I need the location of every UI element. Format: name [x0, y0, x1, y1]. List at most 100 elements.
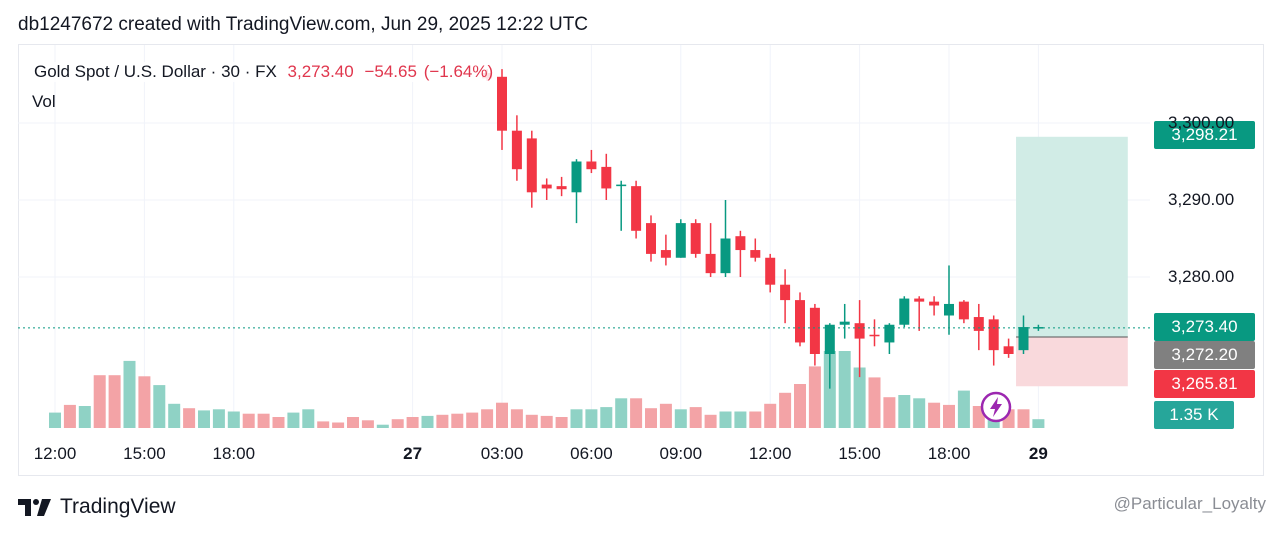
volume-bar — [376, 424, 389, 428]
volume-legend[interactable]: Vol — [32, 92, 56, 111]
candle-body — [705, 253, 716, 274]
volume-bar — [436, 414, 449, 428]
candle-body — [601, 166, 612, 189]
volume-bar — [1032, 419, 1045, 428]
symbol-legend[interactable]: Gold Spot / U.S. Dollar · 30 · FX 3,273.… — [32, 62, 496, 82]
time-axis-label: 09:00 — [659, 444, 703, 463]
chart-header: db1247672 created with TradingView.com, … — [18, 14, 589, 35]
volume-bar — [183, 408, 196, 428]
candle-body — [765, 257, 776, 285]
candle-body — [869, 334, 880, 337]
volume-bar — [123, 360, 136, 428]
candle-body — [854, 323, 865, 339]
volume-bar — [212, 409, 225, 428]
volume-bar — [49, 412, 61, 428]
volume-bar — [496, 402, 508, 428]
volume-bar — [406, 417, 419, 428]
candle-body — [675, 223, 686, 258]
candle-body — [616, 184, 627, 187]
time-axis-label: 06:00 — [570, 444, 613, 463]
volume-bar — [898, 395, 911, 428]
volume-bar — [764, 403, 777, 428]
time-axis-label: 18:00 — [212, 444, 256, 463]
take-profit-tag: 3,298.21 — [1154, 121, 1255, 149]
volume-bar — [302, 409, 315, 428]
candle-body — [809, 307, 820, 354]
volume-bar — [555, 417, 568, 428]
volume-bar — [198, 410, 210, 428]
candle-body — [497, 76, 507, 131]
volume-bar — [272, 417, 285, 428]
brand-name: TradingView — [60, 495, 176, 518]
time-axis-label: 12:00 — [748, 444, 792, 463]
stop-loss-tag: 3,265.81 — [1154, 370, 1255, 398]
volume-bar — [287, 412, 300, 428]
time-axis-label: 03:00 — [480, 444, 524, 463]
candle-body — [973, 317, 984, 331]
entry-price-tag: 3,272.20 — [1154, 341, 1255, 369]
time-axis-label: 29 — [1028, 444, 1048, 463]
candle-body — [958, 301, 969, 320]
volume-bar — [525, 414, 538, 428]
volume-bar — [734, 411, 747, 428]
volume-bar — [928, 402, 941, 428]
volume-bar — [108, 375, 121, 428]
candle-body — [1018, 327, 1029, 351]
volume-bar — [317, 421, 330, 428]
volume-bar — [1017, 409, 1030, 428]
candle-body — [795, 300, 805, 343]
time-axis-label: 15:00 — [838, 444, 881, 463]
change-pct-value: (−1.64%) — [423, 62, 494, 81]
candle-body — [824, 324, 835, 354]
candle-body — [571, 161, 582, 193]
volume-bar — [719, 411, 732, 428]
volume-bar — [421, 415, 434, 428]
candle-body — [541, 184, 552, 189]
volume-bar — [600, 407, 613, 428]
volume-bar — [838, 351, 851, 428]
symbol-label[interactable]: Gold Spot / U.S. Dollar · 30 · FX — [34, 62, 277, 81]
volume-bar — [481, 409, 494, 428]
volume-bar — [630, 398, 643, 428]
candle-body — [511, 130, 522, 170]
time-axis-label: 18:00 — [927, 444, 971, 463]
lightning-icon[interactable] — [980, 391, 1012, 423]
candle-body — [586, 161, 597, 170]
volume-bar — [883, 397, 896, 428]
candle-body — [735, 236, 746, 251]
volume-bar — [540, 415, 553, 428]
tradingview-logo[interactable]: TradingView — [18, 495, 176, 519]
candle-body — [780, 284, 791, 301]
last-price-value: 3,273.40 — [287, 62, 354, 81]
volume-bar — [794, 384, 806, 428]
volume-bar — [63, 404, 76, 428]
volume-bar — [913, 398, 926, 428]
volume-bar — [943, 404, 955, 428]
candle-body — [929, 301, 940, 306]
volume-bar — [645, 408, 657, 428]
candle-body — [720, 238, 731, 274]
candle-body — [839, 321, 850, 325]
volume-bar — [868, 377, 881, 428]
volume-bar — [510, 409, 523, 428]
volume-bar — [957, 390, 970, 428]
candle-body — [1003, 346, 1014, 354]
candle-body — [690, 223, 701, 254]
last-price-tag: 3,273.40 — [1154, 313, 1255, 341]
candle-body — [646, 223, 656, 254]
volume-bar — [779, 392, 792, 428]
volume-bar — [466, 412, 479, 428]
candle-body — [526, 138, 537, 193]
chart-frame — [18, 44, 1264, 476]
volume-bar — [138, 376, 151, 428]
candle-body — [988, 319, 999, 351]
volume-bar — [168, 403, 181, 428]
volume-bar — [361, 420, 374, 428]
price-axis-label: 3,280.00 — [1168, 267, 1235, 286]
volume-bar — [704, 414, 717, 428]
watermark-text: @Particular_Loyalty — [1113, 494, 1266, 513]
volume-bar — [585, 409, 598, 428]
volume-bar — [347, 417, 359, 428]
volume-bar — [808, 366, 821, 428]
